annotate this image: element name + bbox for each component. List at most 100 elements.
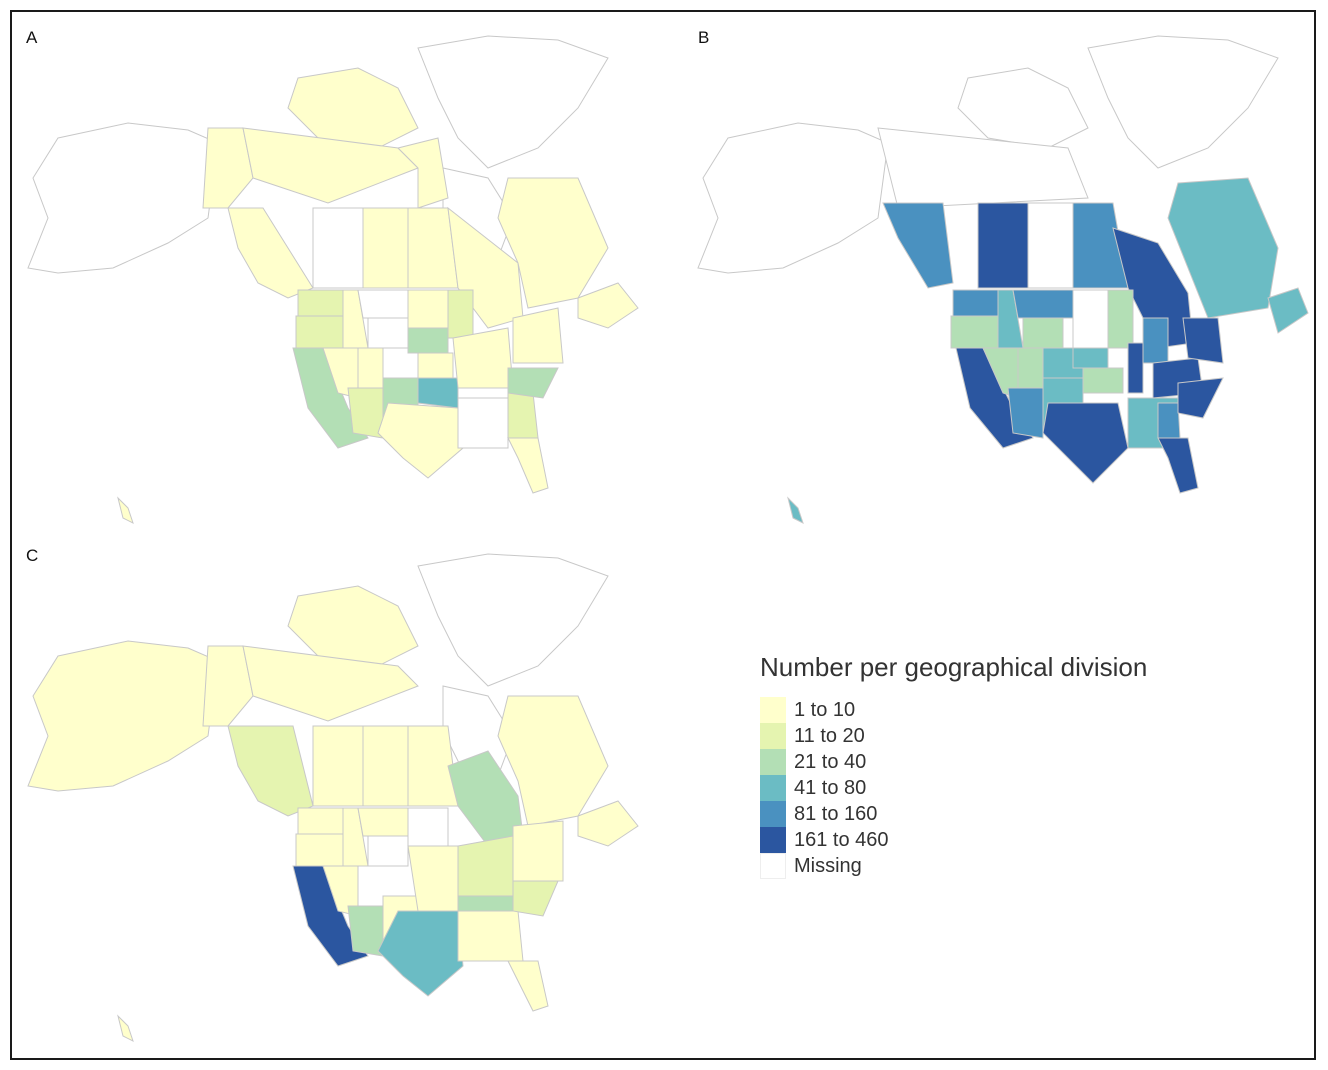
- legend-label: 161 to 460: [794, 828, 889, 851]
- map-b-utah: [1017, 347, 1044, 389]
- map-a-hawaii: [117, 496, 134, 524]
- legend-label: 21 to 40: [794, 750, 867, 773]
- map-a-arizona: [347, 387, 384, 439]
- map-b-minnesota: [1107, 289, 1134, 349]
- map-a-washington: [297, 289, 344, 317]
- map-a-northeast: [512, 307, 564, 364]
- map-b-michigan: [1142, 317, 1169, 364]
- map-b-alberta: [977, 202, 1029, 289]
- legend-swatch: [760, 697, 786, 723]
- legend-item: 21 to 40: [760, 749, 1147, 775]
- map-a-oregon: [295, 315, 344, 349]
- legend-item: Missing: [760, 853, 1147, 879]
- map-a-canada: [202, 127, 639, 329]
- map-a-nwt: [242, 127, 419, 204]
- legend-title: Number per geographical division: [760, 652, 1148, 682]
- map-b-illinois: [1127, 342, 1144, 394]
- map-b-bc: [882, 202, 954, 289]
- map-c-tennessee: [457, 895, 519, 912]
- map-a-georgia: [507, 392, 539, 439]
- map-b-dakotas: [1072, 289, 1109, 349]
- map-a-wyoming: [367, 317, 409, 349]
- map-c-arctic-islands: [287, 585, 419, 667]
- legend-swatch: [760, 749, 786, 775]
- map-c-montana: [357, 807, 409, 837]
- map-b-canada: [882, 177, 1309, 349]
- map-a-florida: [507, 437, 549, 494]
- map-a-texas: [377, 402, 464, 479]
- map-b-washington: [952, 289, 999, 317]
- map-c-wyoming: [367, 835, 409, 867]
- map-panel-a: [27, 35, 639, 524]
- map-b-hawaii: [787, 496, 804, 524]
- map-b-wyoming: [1022, 317, 1064, 349]
- map-c-bc: [227, 725, 314, 817]
- legend-item: 1 to 10: [760, 697, 1147, 723]
- legend-swatch: [760, 723, 786, 749]
- map-b-quebec: [1167, 177, 1279, 319]
- map-c-dakotas: [407, 807, 449, 847]
- legend-swatch: [760, 801, 786, 827]
- map-a-nebraska: [407, 327, 449, 354]
- map-c-washington: [297, 807, 344, 835]
- map-a-alaska: [27, 122, 219, 274]
- legend-items: 1 to 10 11 to 20 21 to 40 41 to 80 81 to 160…: [760, 697, 1147, 879]
- panel-label-a: A: [26, 28, 38, 47]
- legend-label: 11 to 20: [794, 724, 865, 747]
- map-b-arctic-islands: [957, 67, 1089, 149]
- legend-label: Missing: [794, 854, 862, 877]
- map-c-nwt: [242, 645, 419, 722]
- map-c-arizona: [347, 905, 384, 957]
- map-a-saskatchewan: [362, 207, 409, 289]
- map-b-usa: [950, 289, 1224, 494]
- map-b-alaska: [697, 122, 889, 274]
- legend-label: 1 to 10: [794, 698, 856, 721]
- map-a-nunavut: [397, 137, 449, 209]
- map-a-montana: [357, 289, 409, 319]
- map-a-greenland: [417, 35, 609, 169]
- legend-item: 11 to 20: [760, 723, 1147, 749]
- map-c-northeast: [512, 820, 564, 882]
- map-b-outline: [697, 35, 1279, 274]
- map-a-yukon: [202, 127, 254, 209]
- map-a-arctic-islands: [287, 67, 419, 149]
- map-a-bc: [227, 207, 314, 299]
- map-b-greenland: [1087, 35, 1279, 169]
- map-c-oregon: [295, 833, 344, 867]
- map-c-greenland: [417, 553, 609, 687]
- map-c-alaska: [27, 640, 219, 792]
- map-a-carolinas: [507, 367, 559, 399]
- map-b-kansas: [1082, 367, 1124, 394]
- map-c-alberta: [312, 725, 364, 807]
- map-c-usa: [292, 807, 564, 1012]
- map-c-yukon: [202, 645, 254, 727]
- map-c-florida: [507, 960, 549, 1012]
- map-a-midwest: [452, 327, 514, 389]
- map-a-minnesota: [447, 289, 474, 339]
- legend-swatch: [760, 827, 786, 853]
- map-b-georgia: [1157, 402, 1181, 439]
- legend-swatch: [760, 853, 786, 879]
- map-b-saskatchewan: [1027, 202, 1074, 289]
- map-c-outline: [27, 553, 609, 792]
- map-b-nebraska: [1072, 347, 1109, 369]
- map-a-oklahoma: [417, 377, 459, 409]
- map-a-quebec: [497, 177, 609, 309]
- map-a-kansas: [417, 352, 454, 379]
- map-a-deep-south: [457, 397, 509, 449]
- map-b-texas: [1042, 402, 1129, 484]
- legend-item: 41 to 80: [760, 775, 1147, 801]
- map-c-midwest: [457, 835, 519, 897]
- map-c-canada: [202, 645, 639, 847]
- map-b-yukon-nwt: [877, 127, 1089, 209]
- legend-item: 161 to 460: [760, 827, 1147, 853]
- panel-label-c: C: [26, 546, 39, 565]
- map-a-atlantic: [577, 282, 639, 329]
- map-b-northeast: [1182, 317, 1224, 364]
- map-c-atlantic: [577, 800, 639, 847]
- legend-label: 81 to 160: [794, 802, 878, 825]
- map-c-southeast: [457, 910, 524, 962]
- map-b-oregon: [950, 315, 999, 349]
- legend-item: 81 to 160: [760, 801, 1147, 827]
- map-c-carolinas: [512, 880, 559, 917]
